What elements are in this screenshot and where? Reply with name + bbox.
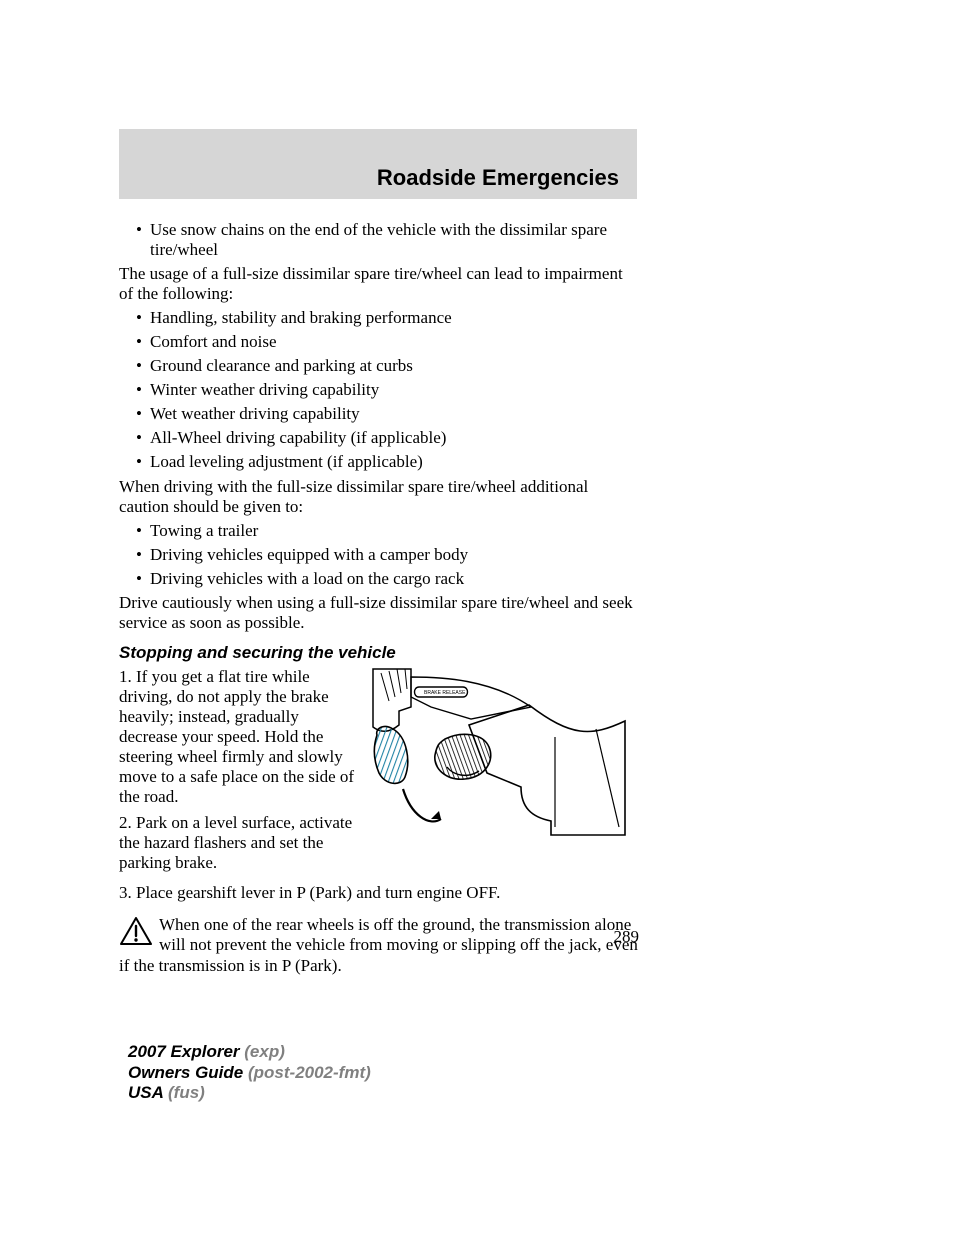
warning-text: When one of the rear wheels is off the g…: [119, 915, 638, 974]
footer-code: (exp): [244, 1042, 285, 1061]
steps-column: 1. If you get a flat tire while driving,…: [119, 667, 357, 877]
page-number: 289: [614, 927, 640, 947]
footer-region: USA: [128, 1083, 168, 1102]
step-2: 2. Park on a level surface, activate the…: [119, 813, 357, 873]
list-item: Winter weather driving capability: [136, 380, 639, 400]
warning-block: When one of the rear wheels is off the g…: [119, 915, 639, 975]
page-section-title: Roadside Emergencies: [377, 165, 619, 191]
list-item: Wet weather driving capability: [136, 404, 639, 424]
footer-line-2: Owners Guide (post-2002-fmt): [128, 1063, 371, 1084]
brake-pedal-figure: BRAKE RELEASE: [371, 667, 631, 842]
list-item: Comfort and noise: [136, 332, 639, 352]
list-item: Towing a trailer: [136, 521, 639, 541]
bullet-list-a: Use snow chains on the end of the vehicl…: [119, 220, 639, 260]
bullet-list-c: Towing a trailer Driving vehicles equipp…: [119, 521, 639, 589]
figure-column: BRAKE RELEASE: [371, 667, 633, 847]
bullet-list-b: Handling, stability and braking performa…: [119, 308, 639, 472]
list-item: All-Wheel driving capability (if applica…: [136, 428, 639, 448]
step-3: 3. Place gearshift lever in P (Park) and…: [119, 883, 639, 903]
warning-icon: [119, 916, 153, 951]
paragraph: When driving with the full-size dissimil…: [119, 477, 639, 517]
footer-fus: (fus): [168, 1083, 205, 1102]
list-item: Driving vehicles equipped with a camper …: [136, 545, 639, 565]
step-figure-row: 1. If you get a flat tire while driving,…: [119, 667, 639, 877]
list-item: Ground clearance and parking at curbs: [136, 356, 639, 376]
paragraph: Drive cautiously when using a full-size …: [119, 593, 639, 633]
list-item: Use snow chains on the end of the vehicl…: [136, 220, 639, 260]
list-item: Load leveling adjustment (if applicable): [136, 452, 639, 472]
list-item: Handling, stability and braking performa…: [136, 308, 639, 328]
figure-label: BRAKE RELEASE: [424, 690, 466, 696]
paragraph: The usage of a full-size dissimilar spar…: [119, 264, 639, 304]
footer-model: 2007 Explorer: [128, 1042, 244, 1061]
footer-guide: Owners Guide: [128, 1063, 248, 1082]
header-bar: Roadside Emergencies: [119, 129, 637, 199]
footer-line-1: 2007 Explorer (exp): [128, 1042, 371, 1063]
list-item: Driving vehicles with a load on the carg…: [136, 569, 639, 589]
page-content: Use snow chains on the end of the vehicl…: [119, 220, 639, 976]
footer-line-3: USA (fus): [128, 1083, 371, 1104]
footer-fmt: (post-2002-fmt): [248, 1063, 371, 1082]
subheading: Stopping and securing the vehicle: [119, 643, 639, 663]
step-1: 1. If you get a flat tire while driving,…: [119, 667, 357, 807]
footer: 2007 Explorer (exp) Owners Guide (post-2…: [128, 1042, 371, 1104]
